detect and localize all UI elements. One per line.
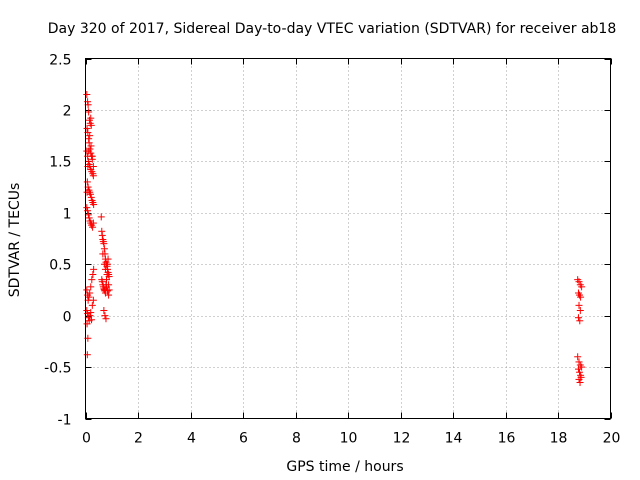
data-point <box>103 271 111 278</box>
x-tick-label: 14 <box>445 431 463 447</box>
x-tick-label: 18 <box>550 431 568 447</box>
x-tick-label: 6 <box>239 431 248 447</box>
data-point <box>88 301 96 309</box>
data-point <box>83 188 91 196</box>
data-point <box>87 309 95 317</box>
y-tick-label: 0.5 <box>49 258 71 274</box>
points-layer <box>83 91 586 386</box>
y-tick-label: 2.5 <box>49 53 71 69</box>
data-point <box>88 276 96 284</box>
data-point <box>101 312 109 320</box>
data-point <box>574 365 582 373</box>
data-point <box>577 373 585 381</box>
data-point <box>84 211 92 219</box>
data-point <box>87 283 95 291</box>
data-point <box>86 312 94 320</box>
data-point <box>83 307 91 314</box>
data-point <box>87 142 95 150</box>
y-tick-label: 2 <box>63 104 72 120</box>
data-point <box>574 314 582 322</box>
data-point <box>86 132 94 140</box>
data-point <box>89 219 97 227</box>
data-point <box>576 368 584 376</box>
x-tick-label: 0 <box>82 431 91 447</box>
x-tick-label: 2 <box>134 431 143 447</box>
x-tick-label: 10 <box>340 431 358 447</box>
data-point <box>85 139 93 147</box>
data-point <box>83 320 91 328</box>
data-point <box>85 147 93 155</box>
data-point <box>83 286 91 294</box>
data-point <box>84 157 92 165</box>
data-point <box>89 172 97 180</box>
data-point <box>97 213 105 221</box>
x-tick-label: 8 <box>292 431 301 447</box>
x-tick-labels: 0 2 4 6 8 10 12 14 16 18 20 <box>82 431 620 447</box>
x-axis-label: GPS time / hours <box>286 459 403 475</box>
data-point <box>83 351 91 359</box>
plot-frame <box>85 58 611 419</box>
data-point <box>99 250 107 258</box>
data-point <box>83 124 91 132</box>
grid-layer <box>85 58 611 419</box>
y-tick-labels: -1 -0.5 0 0.5 1 1.5 2 2.5 <box>44 53 71 429</box>
data-point <box>88 316 96 324</box>
data-point <box>105 291 113 299</box>
data-point <box>98 278 106 286</box>
data-point <box>90 201 98 209</box>
data-point <box>87 114 95 122</box>
y-tick-label: -1 <box>58 413 72 429</box>
x-tick-label: 12 <box>393 431 411 447</box>
data-point <box>577 293 585 301</box>
data-point <box>86 289 94 297</box>
data-point <box>100 240 108 248</box>
data-point <box>575 358 583 366</box>
data-point <box>100 260 108 268</box>
y-tick-label: 0 <box>63 310 72 326</box>
x-tick-label: 20 <box>603 431 621 447</box>
y-tick-label: 1.5 <box>49 155 71 171</box>
data-point <box>83 91 91 98</box>
data-point <box>102 315 110 323</box>
data-point <box>100 245 108 253</box>
data-point <box>576 317 584 325</box>
x-tick-label: 16 <box>498 431 516 447</box>
data-point <box>98 227 106 235</box>
data-point <box>87 121 95 129</box>
tick-layer <box>85 58 612 420</box>
data-point <box>89 163 97 170</box>
y-tick-label: 1 <box>63 207 72 223</box>
chart-title: Day 320 of 2017, Sidereal Day-to-day VTE… <box>48 21 617 37</box>
data-point <box>85 214 93 222</box>
data-point <box>83 204 91 212</box>
data-point <box>85 108 93 116</box>
data-point <box>574 353 582 361</box>
data-point <box>89 296 97 304</box>
data-point <box>578 283 586 291</box>
data-point <box>100 307 108 314</box>
data-point <box>83 178 91 186</box>
data-point <box>85 135 93 143</box>
data-point <box>575 301 583 309</box>
data-point <box>98 231 106 239</box>
data-point <box>576 379 584 386</box>
data-point <box>101 265 109 273</box>
data-point <box>85 293 93 301</box>
data-point <box>89 271 97 278</box>
data-point <box>576 307 584 314</box>
data-point <box>103 283 110 291</box>
x-tick-label: 4 <box>187 431 196 447</box>
data-point <box>90 265 98 273</box>
data-point <box>103 276 110 284</box>
y-tick-label: -0.5 <box>44 361 71 377</box>
data-point <box>104 287 112 295</box>
data-point <box>575 278 583 286</box>
data-point <box>104 255 112 263</box>
data-point <box>89 223 97 231</box>
y-axis-label: SDTVAR / TECUs <box>7 183 23 298</box>
data-point <box>88 152 96 160</box>
data-point <box>87 193 95 201</box>
